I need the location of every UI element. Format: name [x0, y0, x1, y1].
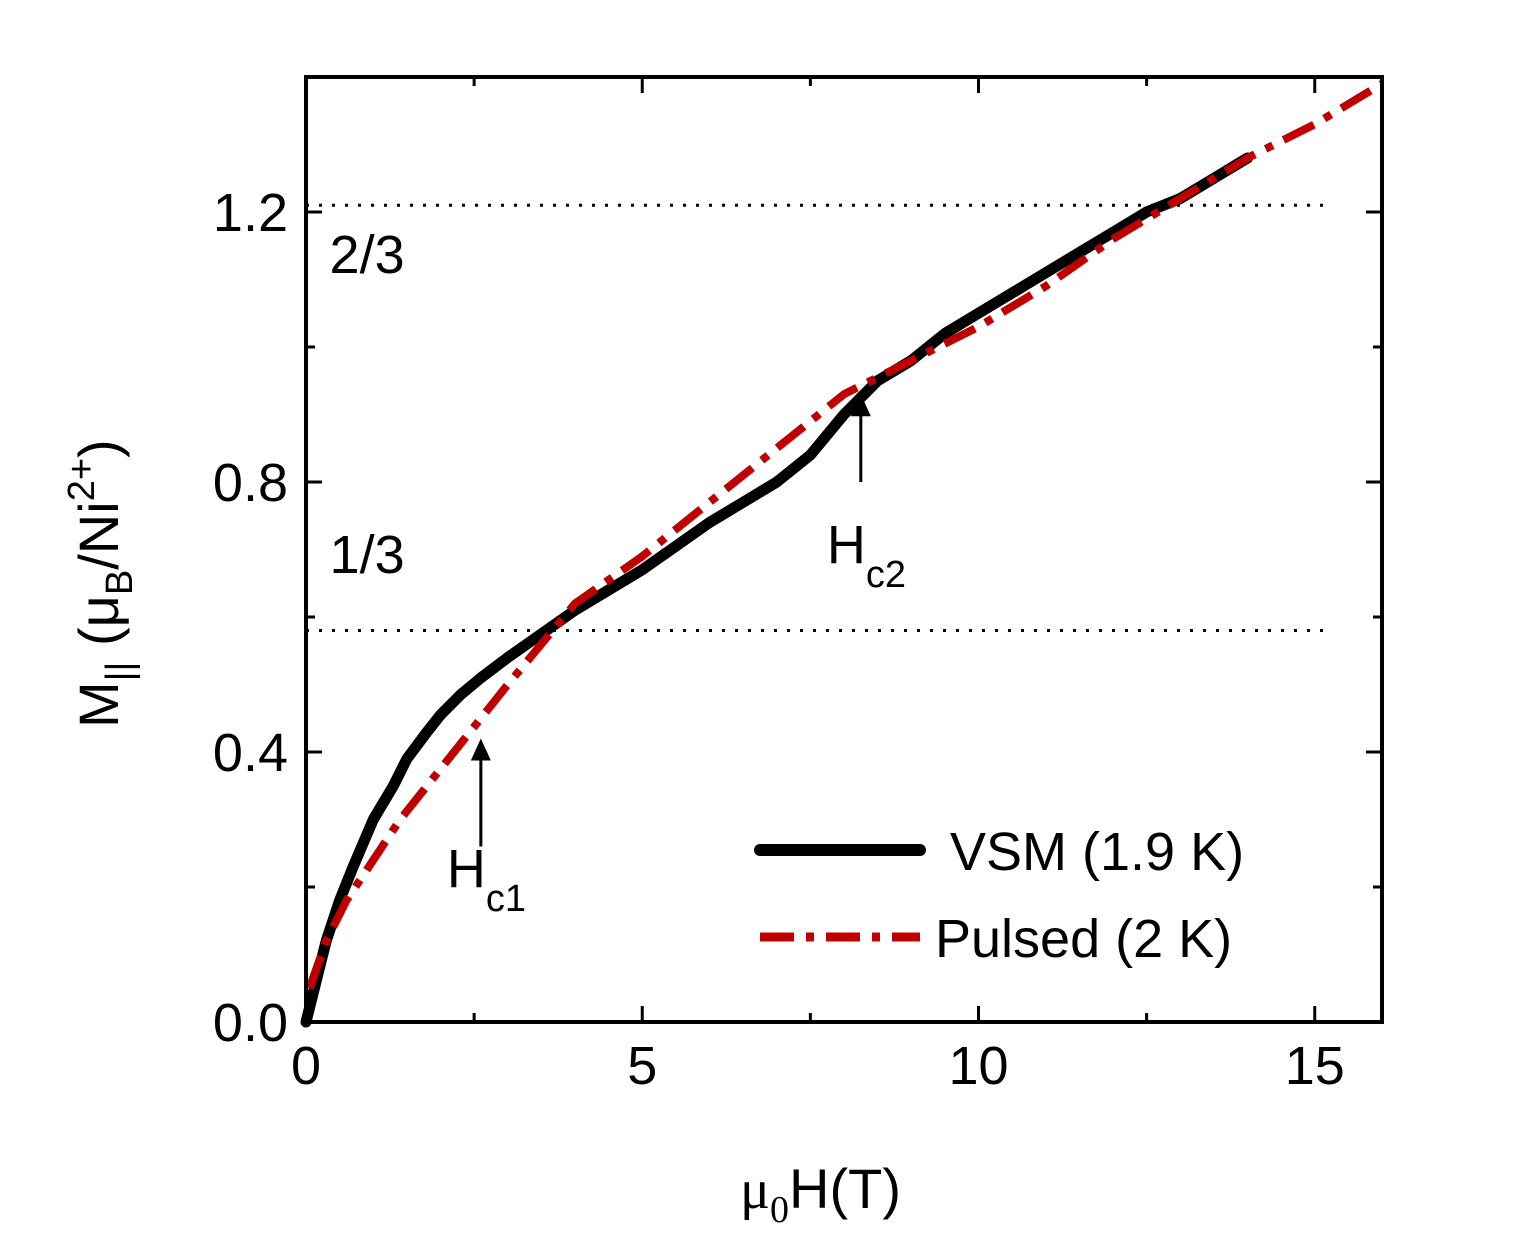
hc2-arrow-head — [850, 394, 871, 417]
x-tick-label: 15 — [1285, 1036, 1345, 1096]
hc1-label-sub: c1 — [486, 878, 526, 920]
hc1-arrow-head — [470, 738, 491, 761]
reference-label: 2/3 — [330, 225, 405, 285]
x-axis-mu: μ — [740, 1159, 770, 1221]
legend: VSM (1.9 K) Pulsed (2 K) — [754, 822, 1244, 969]
y-axis-sub2: B — [99, 570, 141, 595]
reference-label: 1/3 — [330, 525, 405, 585]
y-tick-label: 0.8 — [213, 453, 288, 513]
x-axis-mu-sub: 0 — [770, 1189, 789, 1231]
x-tick-label: 5 — [627, 1036, 657, 1096]
x-axis-title: μ0H(T) — [740, 1157, 901, 1231]
hc2-label-main: H — [827, 515, 866, 575]
y-tick-label: 0.4 — [213, 723, 288, 783]
y-axis-sup: 2+ — [61, 458, 103, 501]
reference-lines: 2/3 1/3 — [306, 203, 1329, 632]
y-tick-label: 0.0 — [213, 993, 288, 1053]
x-tick-label: 0 — [291, 1036, 321, 1096]
x-tick-label: 10 — [948, 1036, 1008, 1096]
legend-vsm-label: VSM (1.9 K) — [950, 822, 1244, 882]
y-axis-title: M|| (μB/Ni2+) — [61, 439, 141, 728]
hc2-label-sub: c2 — [866, 554, 906, 596]
y-axis-open: (μ — [67, 595, 130, 661]
axis-ticks: 0 5 10 15 0.0 0.4 0.8 1.2 — [213, 77, 1382, 1096]
hc2-label: Hc2 — [827, 515, 906, 596]
y-axis-main: M — [67, 681, 130, 728]
y-axis-sub: || — [99, 662, 141, 682]
series-line-pulsed — [305, 80, 1385, 990]
x-axis-rest: H(T) — [789, 1157, 901, 1220]
series-line-vsm — [300, 152, 1253, 1028]
y-axis-close: ) — [67, 439, 130, 458]
series-layer — [300, 80, 1385, 1028]
y-tick-label: 1.2 — [213, 183, 288, 243]
legend-pulsed-label: Pulsed (2 K) — [935, 909, 1232, 969]
hc1-label: Hc1 — [447, 839, 526, 920]
hc1-label-main: H — [447, 839, 486, 899]
y-axis-ni: /Ni — [67, 501, 130, 569]
plot-frame — [304, 75, 1384, 1024]
